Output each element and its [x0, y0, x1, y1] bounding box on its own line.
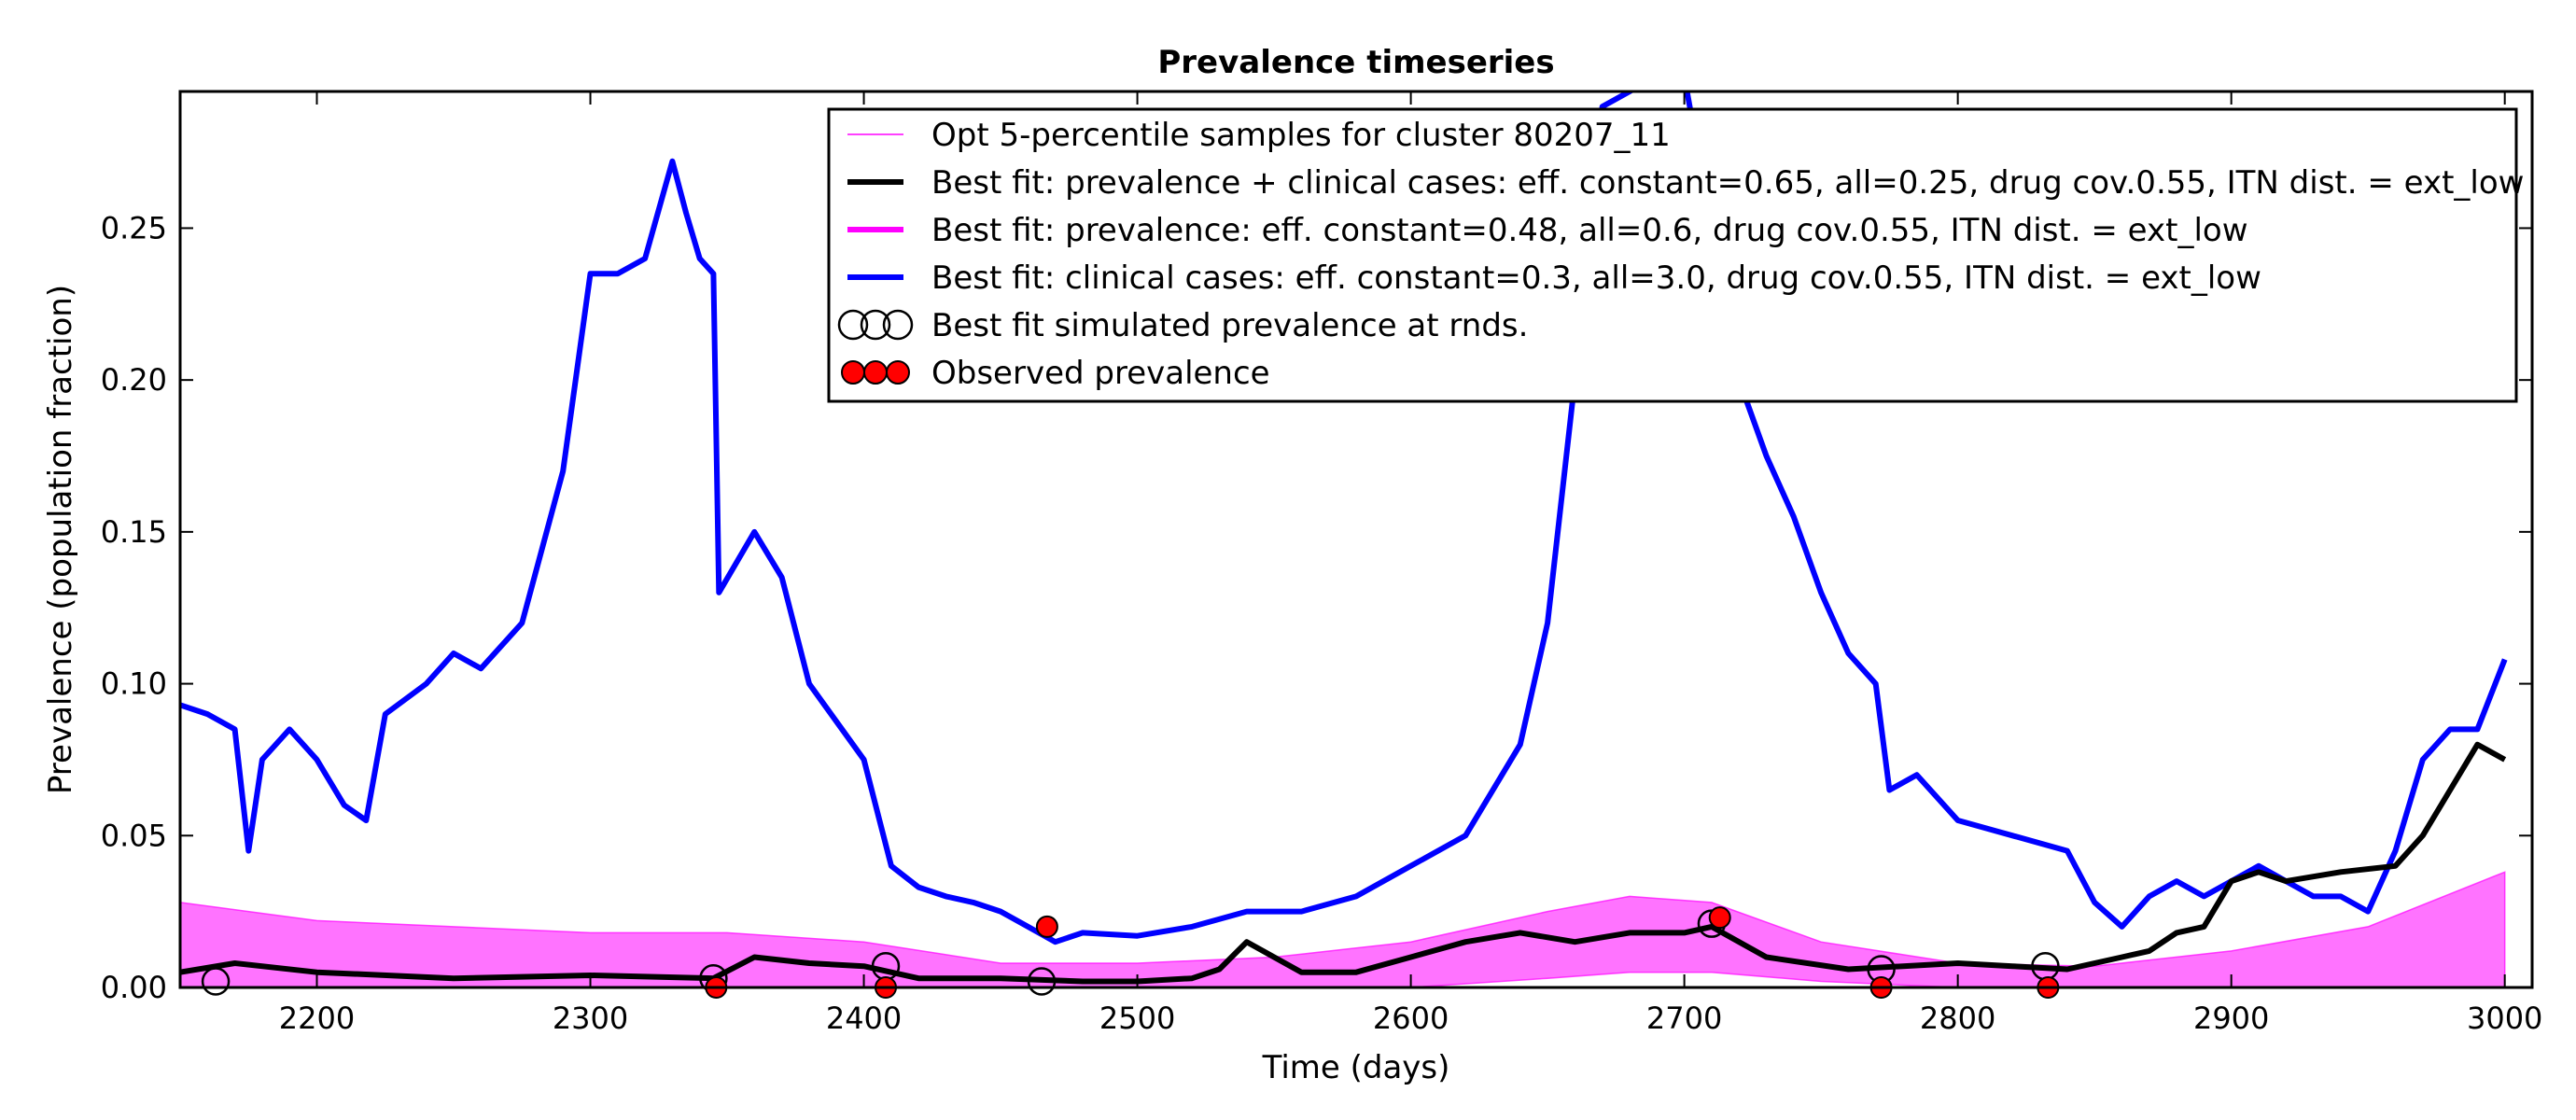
x-tick-label: 2600: [1373, 1001, 1449, 1036]
legend-box: [827, 107, 2518, 403]
ticks-layer: 2200 2300 2400 2500 2600 2700 2800 2900 3000 0.00…: [101, 91, 2542, 1036]
observed-point: [1708, 906, 1731, 930]
legend-swatch: [860, 309, 891, 341]
y-tick-label: 0.25: [101, 210, 167, 245]
y-axis-title: Prevalence (population fraction): [42, 285, 79, 794]
legend-label: Observed prevalence: [931, 355, 1270, 392]
chart-title: Prevalence timeseries: [1157, 44, 1554, 81]
series-line-0: [180, 91, 2508, 945]
x-tick-label: 2800: [1920, 1001, 1995, 1036]
series-line-1: [180, 741, 2507, 985]
x-tick-label: 3000: [2467, 1001, 2542, 1036]
legend-label: Best fit: prevalence + clinical cases: e…: [931, 164, 2524, 202]
legend-swatch: [863, 360, 888, 385]
x-tick-label: 2400: [826, 1001, 902, 1036]
y-tick-label: 0.10: [101, 666, 167, 702]
legend-entry: Best fit: prevalence + clinical cases: e…: [847, 164, 2524, 202]
legend-swatch: [886, 360, 910, 385]
legend-label: Best fit: clinical cases: eff. constant=…: [931, 259, 2261, 297]
legend-entry: Best fit simulated prevalence at rnds.: [837, 307, 1528, 344]
x-tick-label: 2500: [1099, 1001, 1175, 1036]
legend: Opt 5-percentile samples for cluster 802…: [827, 107, 2524, 403]
legend-label: Opt 5-percentile samples for cluster 802…: [931, 117, 1671, 154]
legend-entry: Best fit: prevalence: eff. constant=0.48…: [847, 212, 2248, 249]
simulated-point: [1027, 967, 1057, 996]
legend-entry: Observed prevalence: [841, 355, 1270, 392]
x-tick-label: 2300: [553, 1001, 628, 1036]
y-tick-label: 0.00: [101, 970, 167, 1005]
plot-frame: [178, 90, 2534, 989]
legend-swatch: [837, 309, 869, 341]
simulated-point: [201, 967, 231, 996]
legend-label: Best fit: prevalence: eff. constant=0.48…: [931, 212, 2248, 249]
y-tick-label: 0.20: [101, 362, 167, 398]
legend-entry: Best fit: clinical cases: eff. constant=…: [847, 259, 2261, 297]
x-tick-label: 2200: [279, 1001, 355, 1036]
x-tick-label: 2700: [1646, 1001, 1722, 1036]
x-axis-title: Time (days): [1262, 1049, 1450, 1086]
legend-swatch: [841, 360, 865, 385]
y-tick-label: 0.05: [101, 818, 167, 853]
legend-swatch: [882, 309, 914, 341]
legend-entry: Opt 5-percentile samples for cluster 802…: [847, 117, 1671, 154]
x-tick-label: 2900: [2193, 1001, 2269, 1036]
series-layer: [180, 91, 2508, 985]
observed-point: [1035, 915, 1058, 938]
legend-label: Best fit simulated prevalence at rnds.: [931, 307, 1528, 344]
y-tick-label: 0.15: [101, 514, 167, 550]
